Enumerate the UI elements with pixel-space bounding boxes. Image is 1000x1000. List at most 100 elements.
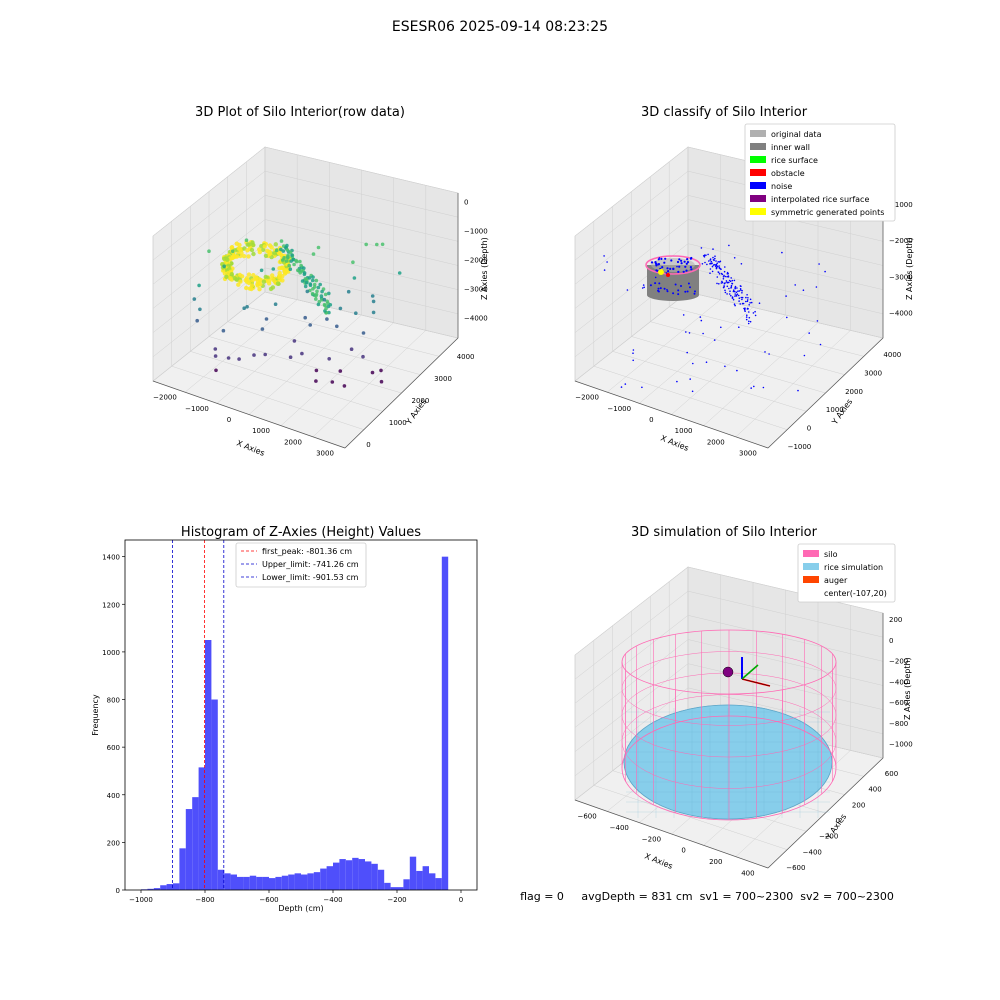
noise-point (702, 332, 704, 335)
raw-point (308, 323, 313, 327)
raw-point (195, 318, 199, 323)
raw-point (246, 280, 252, 286)
raw-point (352, 276, 357, 280)
noise-point (737, 290, 739, 293)
noise-point (727, 276, 730, 278)
noise-point (713, 339, 716, 341)
noise-point (732, 290, 735, 293)
raw-plot-z-tick-label: −3000 (464, 286, 488, 294)
noise-point (745, 300, 747, 303)
histogram-bar (269, 878, 276, 890)
noise-point (712, 264, 715, 266)
classify-plot-x-tick-label: 3000 (739, 449, 757, 457)
raw-point (271, 277, 276, 283)
noise-point (665, 272, 668, 274)
raw-point (310, 291, 315, 296)
histogram-bar (281, 875, 289, 890)
noise-point (706, 263, 708, 266)
classify-plot-y-tick-label: −1000 (788, 443, 812, 451)
noise-point (714, 257, 716, 260)
classify-plot-legend-swatch (750, 130, 766, 137)
noise-point (726, 281, 729, 284)
raw-point (244, 276, 250, 281)
classify-plot-legend-swatch (750, 169, 766, 176)
noise-point (730, 286, 733, 288)
histogram-bar (262, 876, 269, 890)
raw-point (285, 243, 289, 248)
raw-point (328, 303, 333, 307)
simulation-plot-z-tick-label: −1000 (889, 741, 913, 749)
noise-point (680, 285, 682, 287)
noise-point (802, 289, 805, 292)
noise-point (718, 283, 720, 285)
noise-point (734, 285, 737, 288)
raw-point (192, 297, 197, 301)
raw-point (314, 379, 318, 383)
raw-plot-z-tick-label: 0 (464, 199, 468, 207)
noise-point (762, 386, 765, 389)
classify-plot-z-tick-label: −1000 (889, 201, 913, 209)
noise-point (724, 291, 727, 294)
raw-plot-xlabel: X Axies (235, 439, 266, 458)
histogram-bar (230, 874, 237, 890)
noise-point (664, 257, 667, 260)
noise-point (714, 263, 716, 266)
raw-point (242, 306, 246, 311)
raw-point (311, 287, 315, 291)
classify-plot-zlabel: Z Axies (Depth) (905, 237, 914, 300)
raw-point (270, 285, 276, 290)
noise-point (728, 287, 730, 290)
noise-point (709, 272, 711, 275)
noise-point (720, 272, 723, 275)
raw-point (251, 273, 256, 278)
noise-point (642, 284, 645, 286)
raw-plot-y-axis-line (344, 337, 459, 449)
noise-point (736, 287, 738, 289)
histogram-bar (384, 882, 391, 890)
classify-plot-legend-swatch (750, 156, 766, 163)
simulation-plot-y-tick-label: −400 (803, 848, 822, 856)
noise-point (785, 295, 787, 297)
noise-point (719, 260, 722, 263)
simulation-plot-y-tick-label: 600 (885, 770, 898, 778)
noise-point (724, 275, 727, 278)
raw-point (349, 347, 354, 352)
noise-point (726, 271, 729, 274)
classify-plot-x-tick-label: 1000 (675, 427, 693, 435)
classify-plot-x-axis-line (574, 380, 769, 449)
simulation-plot-x-tick-label: −200 (642, 835, 661, 843)
noise-point (786, 316, 788, 319)
raw-point (254, 275, 259, 280)
noise-point (745, 296, 747, 299)
raw-point (230, 249, 235, 254)
histogram-ylabel: Frequency (91, 694, 100, 736)
raw-point (279, 265, 284, 270)
noise-point (723, 270, 726, 273)
noise-point (741, 289, 743, 292)
histogram-bar (339, 859, 346, 890)
raw-point (299, 269, 304, 273)
noise-point (738, 326, 740, 329)
raw-point (244, 238, 249, 242)
raw-point (305, 289, 310, 294)
noise-point (741, 302, 744, 305)
classify-plot-x-tick-label: 0 (649, 416, 653, 424)
raw-point (292, 262, 296, 267)
raw-point (246, 272, 252, 277)
raw-point (213, 354, 218, 358)
simulation-legend: silo rice simulation auger center(-107,20) (797, 543, 896, 603)
classify-plot-legend-label: inner wall (771, 143, 810, 152)
histogram-bar (211, 699, 218, 890)
histogram-bar (249, 875, 257, 890)
raw-point (273, 302, 278, 307)
noise-point (728, 281, 730, 284)
classify-3d-plot: 3D classify of Silo Interior −2000 −1000 0… (574, 105, 914, 457)
noise-point (749, 320, 752, 323)
raw-point (237, 357, 241, 361)
raw-point (316, 245, 321, 250)
simulation-plot-z-tick-label: 200 (889, 616, 902, 624)
simulation-plot-y-tick-label: 400 (868, 786, 881, 794)
raw-point (322, 297, 327, 302)
noise-point (677, 293, 680, 296)
